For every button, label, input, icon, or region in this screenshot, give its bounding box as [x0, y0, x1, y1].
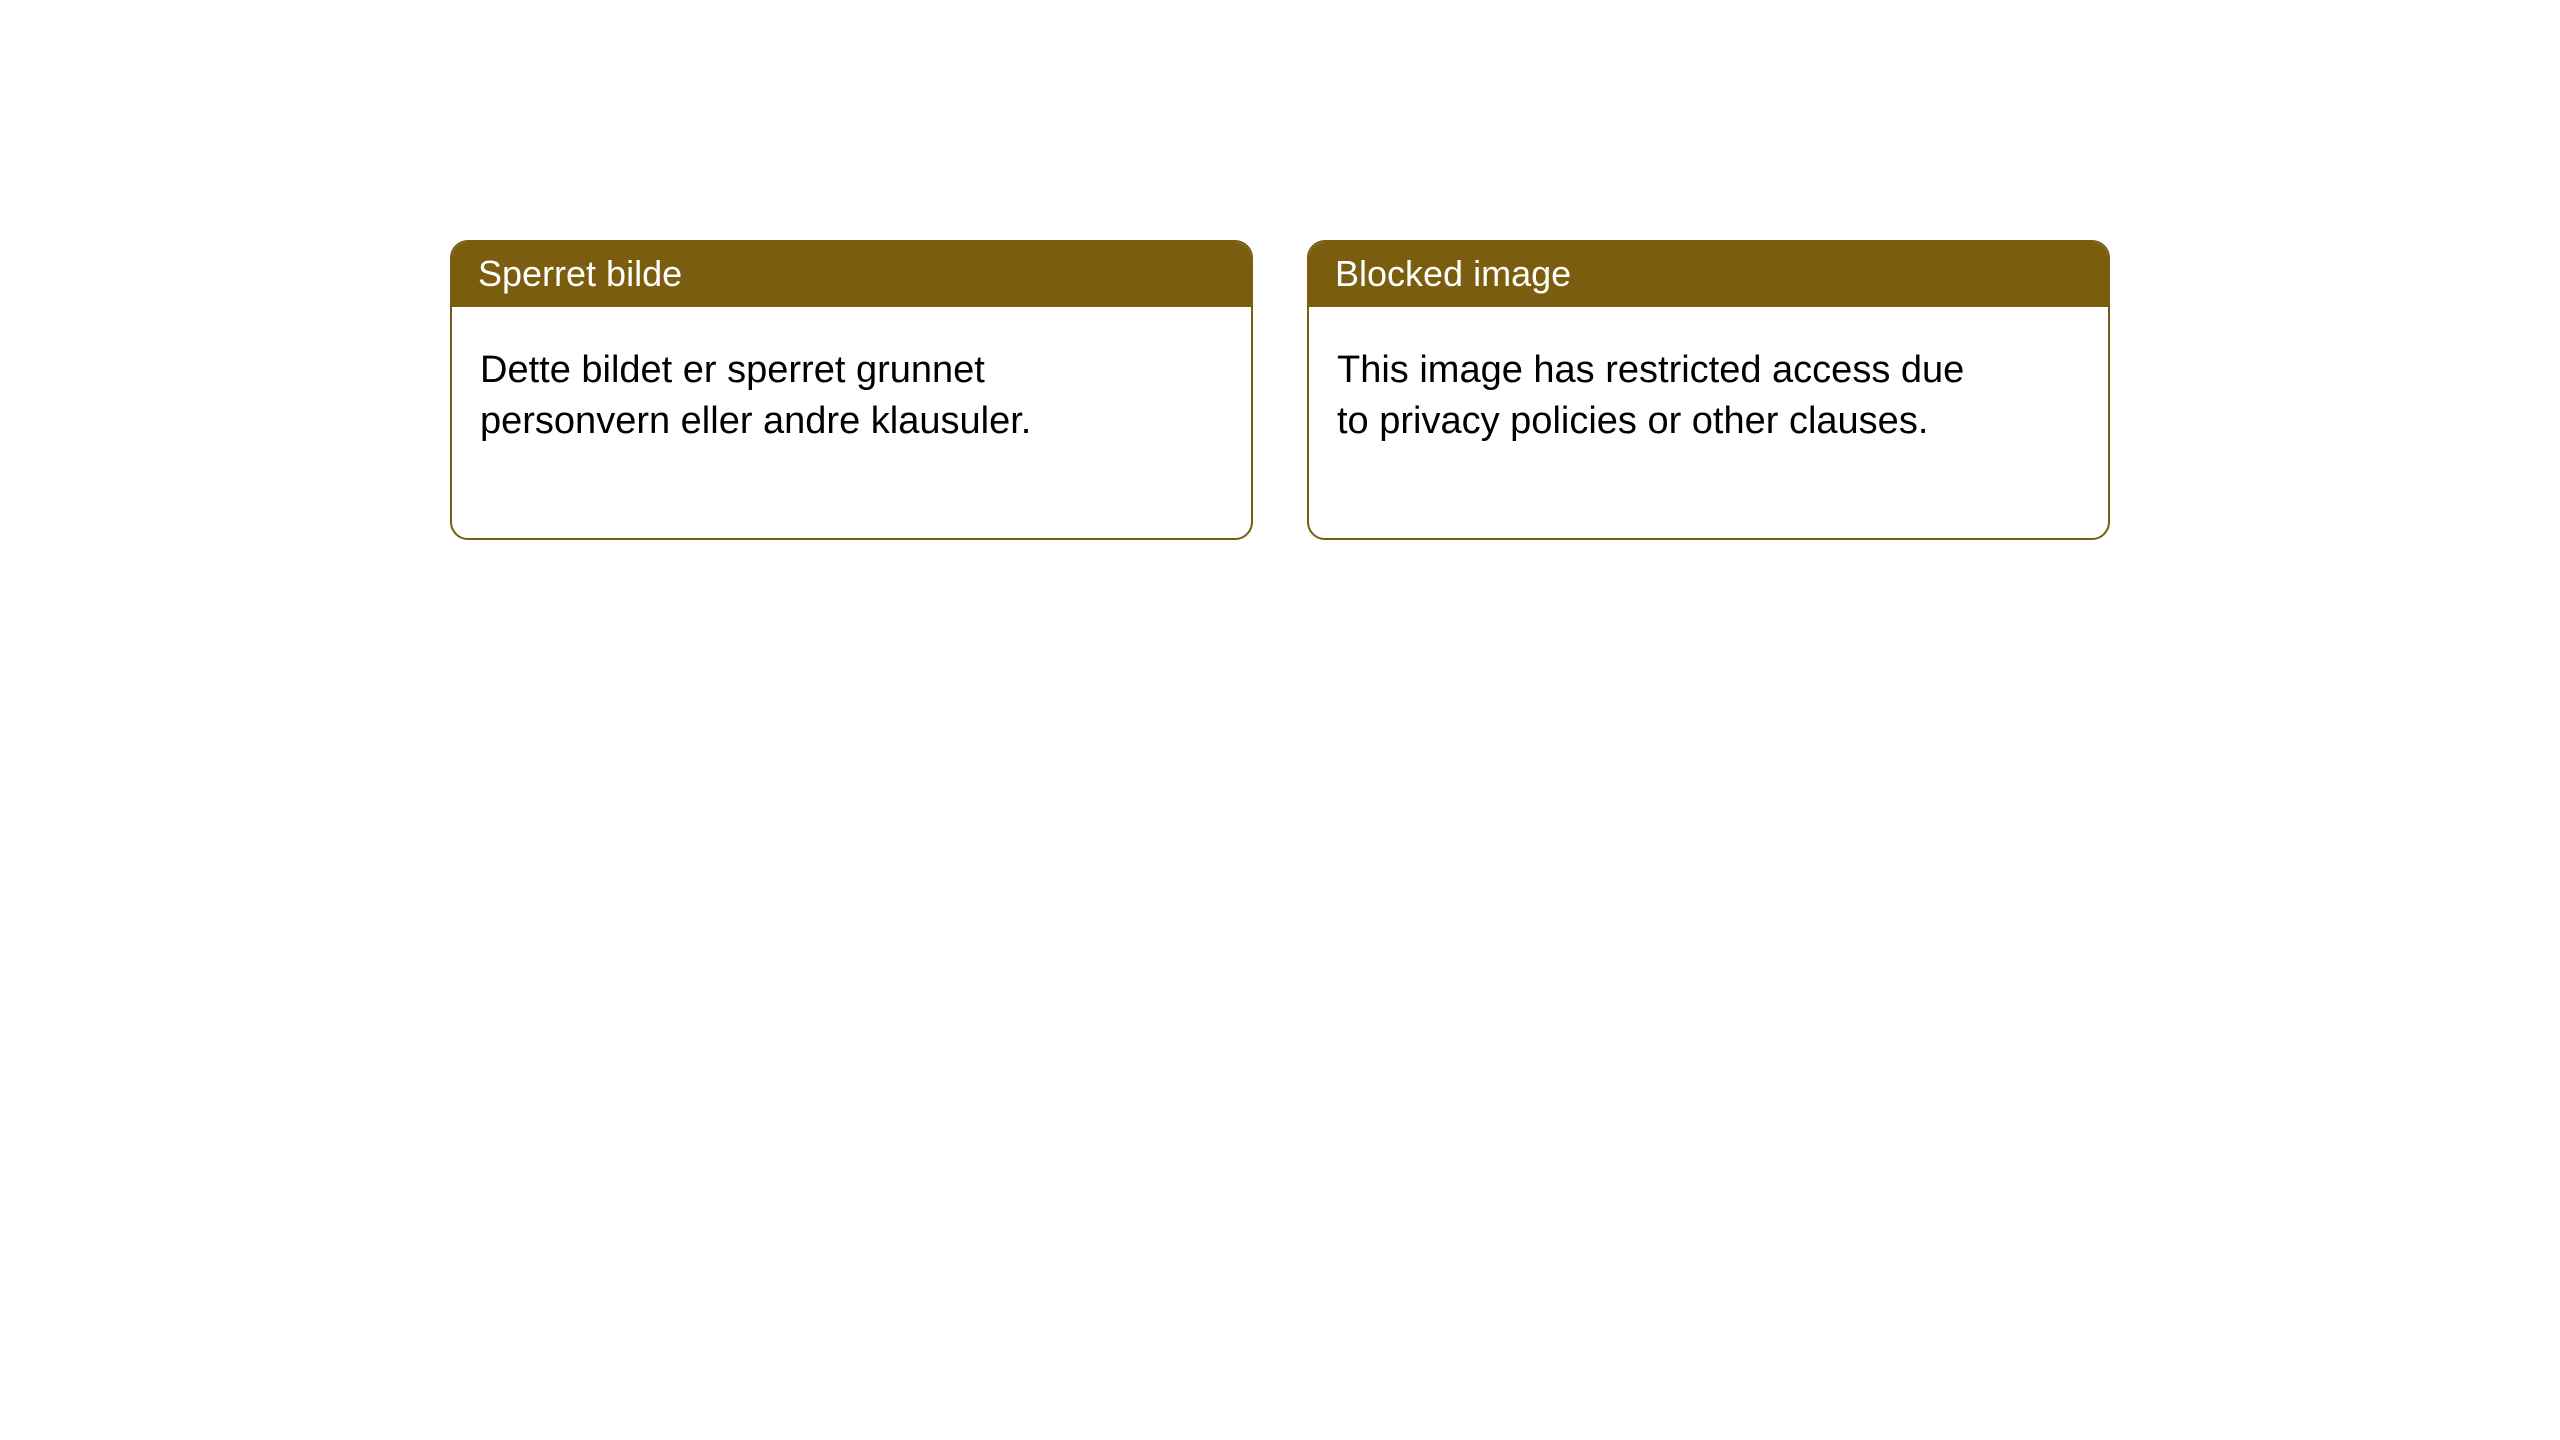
notice-card-english: Blocked image This image has restricted … — [1307, 240, 2110, 540]
notice-header: Sperret bilde — [452, 242, 1251, 307]
notice-body: This image has restricted access due to … — [1309, 307, 2029, 538]
notice-card-norwegian: Sperret bilde Dette bildet er sperret gr… — [450, 240, 1253, 540]
notice-container: Sperret bilde Dette bildet er sperret gr… — [0, 0, 2560, 540]
notice-body: Dette bildet er sperret grunnet personve… — [452, 307, 1172, 538]
notice-header: Blocked image — [1309, 242, 2108, 307]
